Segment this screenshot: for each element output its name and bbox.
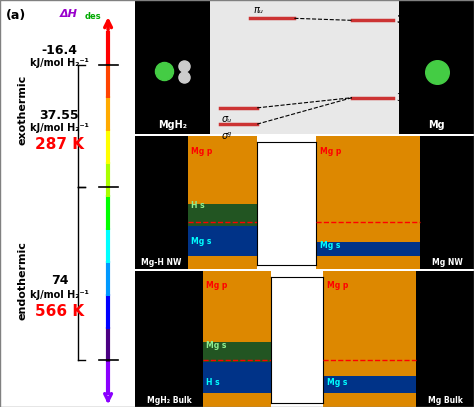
Text: MgH₂ Bulk: MgH₂ Bulk <box>146 396 191 405</box>
Text: 3s: 3s <box>396 93 407 103</box>
FancyBboxPatch shape <box>323 376 416 393</box>
Text: Mg p: Mg p <box>320 147 341 155</box>
Text: Mg s: Mg s <box>206 341 227 350</box>
FancyBboxPatch shape <box>323 271 416 407</box>
Text: Mg s: Mg s <box>320 241 340 250</box>
Text: H s: H s <box>191 201 205 210</box>
FancyBboxPatch shape <box>188 204 257 226</box>
Text: Mg p: Mg p <box>327 281 348 290</box>
Text: Mg NW: Mg NW <box>431 258 462 267</box>
FancyBboxPatch shape <box>416 271 474 407</box>
Text: (d): (d) <box>138 271 159 284</box>
Text: kJ/mol H₂⁻¹: kJ/mol H₂⁻¹ <box>30 123 89 133</box>
FancyBboxPatch shape <box>135 136 188 269</box>
Text: σᵍ: σᵍ <box>221 131 232 141</box>
Text: endothermic: endothermic <box>18 241 28 320</box>
Text: Mg-H NW: Mg-H NW <box>141 258 182 267</box>
Text: -16.4: -16.4 <box>41 44 77 57</box>
Text: des: des <box>85 12 102 21</box>
Text: 566 K: 566 K <box>35 304 84 319</box>
FancyBboxPatch shape <box>135 271 203 407</box>
FancyBboxPatch shape <box>210 0 400 134</box>
Text: ΔH: ΔH <box>59 9 77 19</box>
FancyBboxPatch shape <box>188 226 257 256</box>
FancyBboxPatch shape <box>317 242 420 256</box>
FancyBboxPatch shape <box>203 362 271 393</box>
Text: Mg s: Mg s <box>191 237 211 246</box>
Text: Mg s: Mg s <box>327 379 347 387</box>
Text: Mg Bulk: Mg Bulk <box>428 396 463 405</box>
FancyBboxPatch shape <box>203 271 271 407</box>
Text: 37.55: 37.55 <box>40 109 79 123</box>
FancyBboxPatch shape <box>135 0 210 134</box>
FancyBboxPatch shape <box>188 136 257 269</box>
FancyBboxPatch shape <box>400 0 474 134</box>
Text: kJ/mol H₂⁻¹: kJ/mol H₂⁻¹ <box>30 58 89 68</box>
Text: πᵤ: πᵤ <box>254 5 264 15</box>
Text: Mg: Mg <box>428 120 445 130</box>
Text: 74: 74 <box>51 274 68 287</box>
Text: (b): (b) <box>138 1 159 14</box>
Text: 287 K: 287 K <box>35 137 84 152</box>
Text: (c): (c) <box>138 136 157 149</box>
Text: 3p: 3p <box>396 15 411 25</box>
Text: Mg p: Mg p <box>191 147 212 155</box>
Text: (a): (a) <box>5 9 26 22</box>
Text: kJ/mol H₂⁻¹: kJ/mol H₂⁻¹ <box>30 290 89 300</box>
Text: MgH₂: MgH₂ <box>158 120 187 130</box>
Text: exothermic: exothermic <box>18 75 28 145</box>
FancyBboxPatch shape <box>203 342 271 362</box>
Text: H s: H s <box>206 379 220 387</box>
FancyBboxPatch shape <box>317 136 420 269</box>
FancyBboxPatch shape <box>420 136 474 269</box>
Text: Mg p: Mg p <box>206 281 228 290</box>
Text: σᵤ: σᵤ <box>221 114 232 125</box>
